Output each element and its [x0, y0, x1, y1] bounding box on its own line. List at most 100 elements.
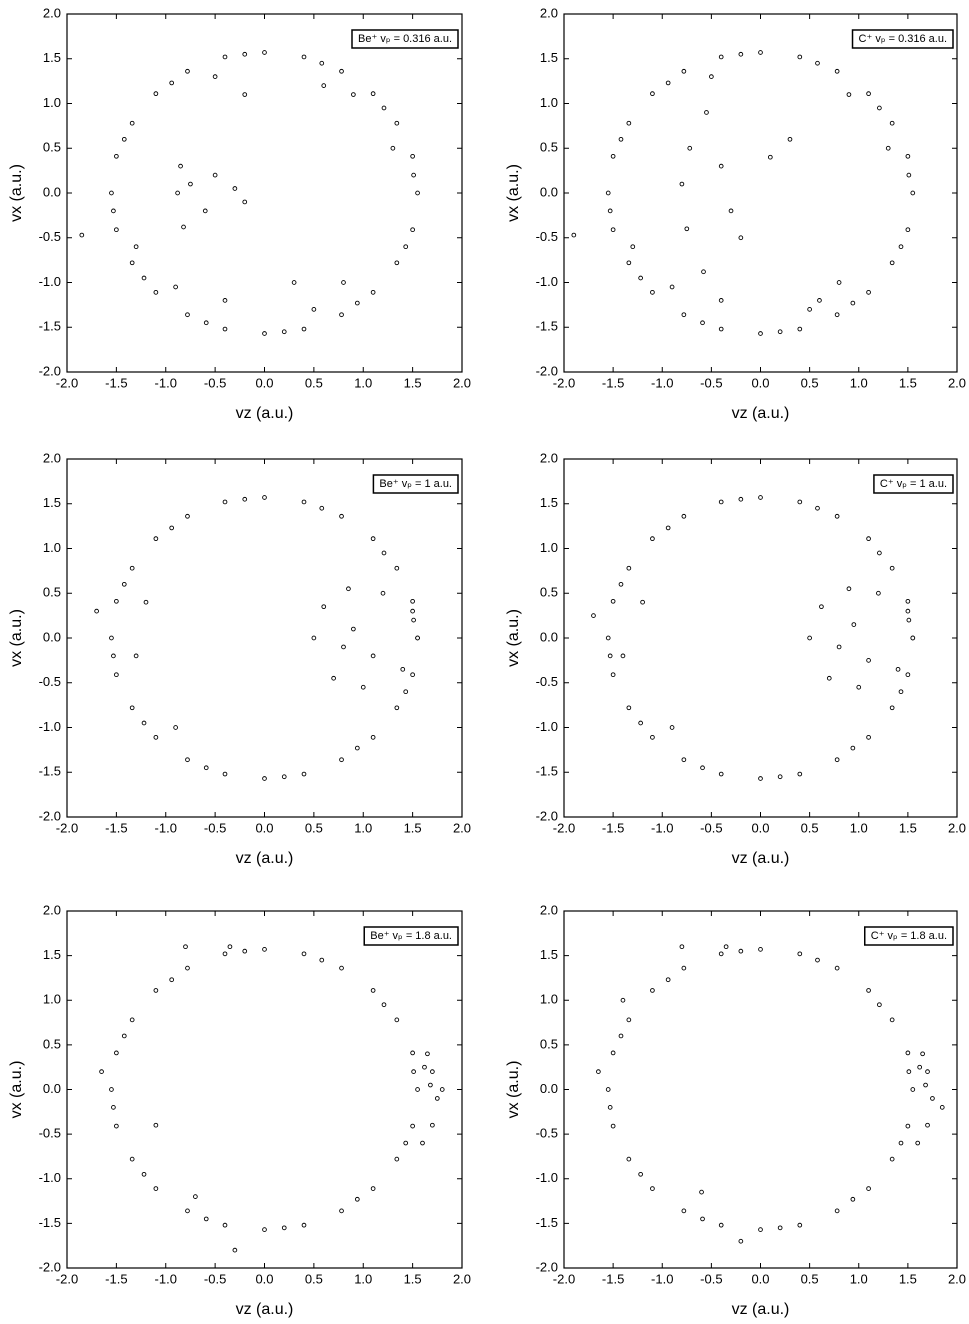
point	[173, 284, 178, 290]
point	[738, 948, 744, 954]
x-tick-label: -0.5	[700, 1271, 722, 1286]
point	[700, 1216, 705, 1222]
plot-frame	[563, 13, 958, 373]
point	[626, 1017, 632, 1023]
point	[571, 232, 577, 238]
point	[339, 1208, 344, 1214]
point	[153, 536, 159, 542]
x-tick-label: 0.0	[751, 820, 769, 835]
point	[850, 745, 856, 751]
y-tick-label: -2.0	[39, 363, 61, 378]
point	[906, 1069, 912, 1074]
point	[321, 83, 327, 88]
x-tick-label: 0.0	[255, 375, 273, 390]
point	[665, 80, 671, 86]
y-tick-label: -1.5	[39, 764, 61, 779]
plot-frame	[563, 910, 958, 1269]
y-tick-label: 0.5	[43, 140, 61, 155]
point	[114, 598, 119, 604]
point	[701, 269, 706, 275]
point	[626, 120, 632, 126]
point	[153, 1186, 159, 1191]
point	[232, 1247, 238, 1253]
point	[665, 977, 671, 983]
point	[346, 586, 351, 592]
y-tick-label: -1.0	[39, 274, 61, 289]
point	[905, 227, 911, 233]
point	[390, 145, 396, 151]
point	[866, 289, 871, 295]
point	[681, 965, 687, 971]
point	[222, 1222, 228, 1228]
point	[834, 1208, 840, 1214]
x-tick-label: -2.0	[553, 375, 575, 390]
point	[222, 298, 228, 303]
point	[301, 951, 307, 957]
point	[889, 120, 895, 126]
y-tick-label: 1.0	[540, 540, 558, 555]
y-tick-label: 1.0	[43, 992, 61, 1007]
point	[185, 312, 190, 318]
point	[681, 68, 687, 74]
point	[850, 1196, 856, 1202]
point	[319, 957, 325, 963]
point	[410, 1050, 415, 1056]
point	[185, 965, 190, 971]
point	[114, 1123, 119, 1129]
x-tick-label: -1.5	[105, 1271, 127, 1286]
point	[410, 1123, 415, 1129]
annotation-box	[372, 474, 459, 494]
point	[640, 599, 645, 605]
point	[807, 307, 812, 312]
point	[876, 590, 881, 596]
point	[905, 672, 911, 678]
x-axis-label: vz (a.u.)	[732, 1301, 790, 1318]
x-tick-label: 1.5	[899, 820, 917, 835]
point	[394, 565, 400, 571]
annotation-box	[851, 29, 954, 49]
point	[114, 1050, 119, 1056]
point	[797, 54, 803, 60]
point	[425, 1051, 430, 1057]
x-tick-label: 2.0	[948, 1271, 966, 1286]
point	[351, 626, 356, 632]
point	[109, 190, 114, 196]
point	[153, 734, 159, 740]
point	[815, 957, 820, 963]
point	[618, 581, 624, 587]
x-tick-label: 2.0	[453, 820, 471, 835]
annotation: Be⁺ vₚ = 1.8 a.u.	[370, 930, 452, 942]
point	[339, 68, 344, 74]
point	[203, 765, 209, 771]
point	[610, 227, 616, 233]
point	[826, 675, 832, 681]
point	[610, 672, 616, 678]
x-tick-label: -1.0	[155, 820, 177, 835]
point	[638, 720, 643, 726]
point	[866, 734, 871, 740]
point	[227, 944, 233, 950]
point	[777, 329, 783, 335]
point	[380, 590, 386, 596]
point	[178, 163, 183, 169]
point	[607, 1104, 613, 1110]
point	[311, 307, 317, 312]
y-tick-label: 0.5	[540, 1036, 558, 1051]
point	[620, 997, 626, 1003]
point	[877, 1002, 882, 1008]
point	[638, 1171, 643, 1177]
point	[133, 653, 139, 659]
point	[109, 635, 114, 641]
point	[836, 644, 842, 650]
point	[301, 499, 307, 505]
point	[381, 105, 387, 111]
point	[910, 1087, 916, 1092]
point	[411, 172, 416, 178]
point	[301, 326, 307, 332]
point	[129, 565, 135, 571]
point	[169, 525, 175, 531]
point	[411, 617, 416, 623]
point	[114, 227, 119, 233]
point	[403, 1140, 409, 1146]
x-tick-label: 0.5	[305, 820, 323, 835]
